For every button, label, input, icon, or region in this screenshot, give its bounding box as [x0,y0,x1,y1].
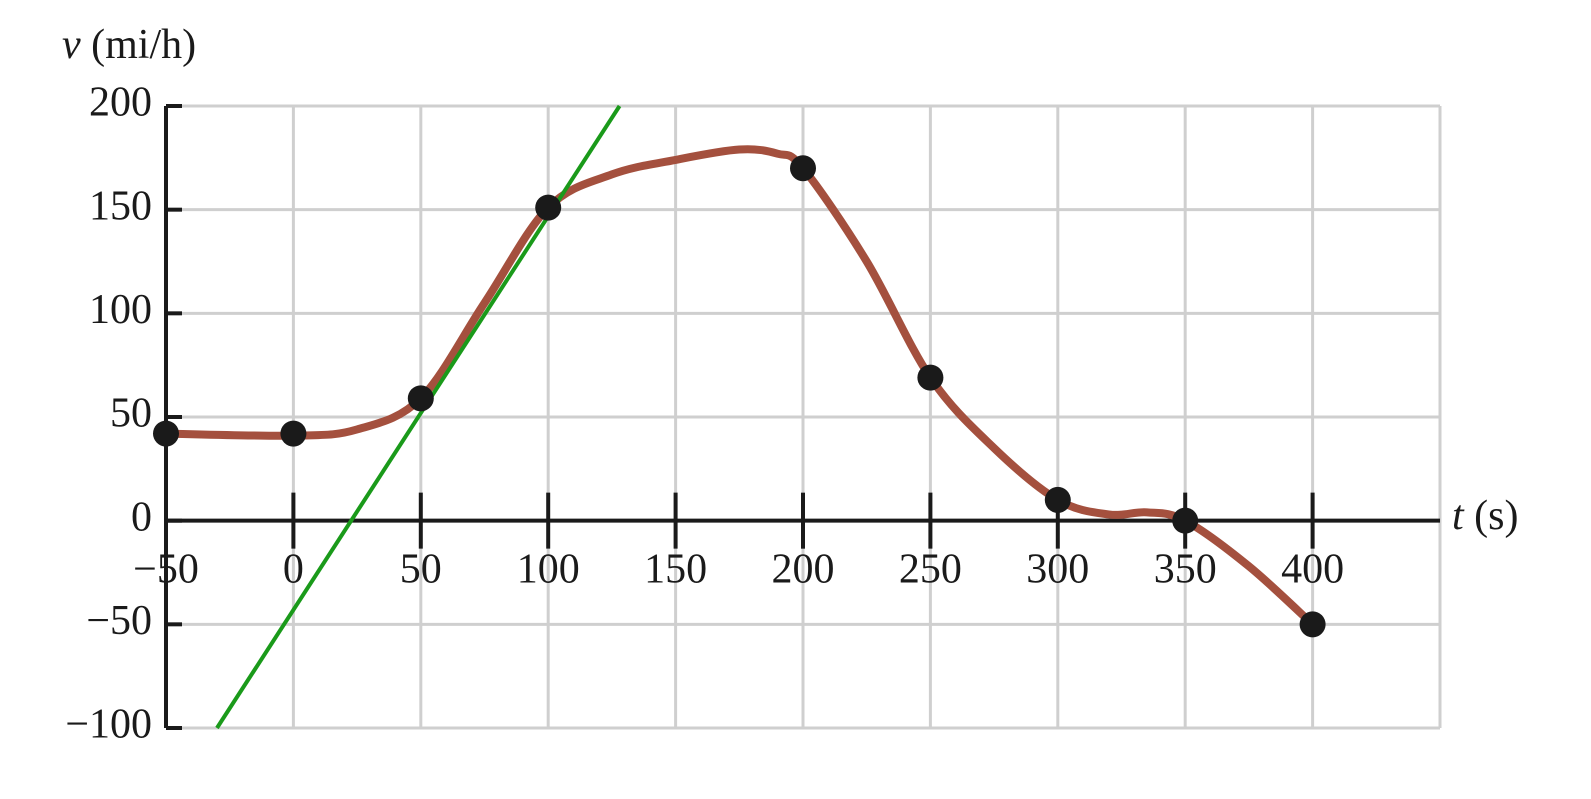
x-tick-label: 200 [772,546,835,592]
x-axis-unit: (s) [1474,493,1518,539]
data-point [917,364,944,391]
y-tick-label: 50 [110,391,152,437]
y-tick-label: −50 [86,598,152,644]
data-point [280,420,307,447]
x-tick-label: 100 [517,546,580,592]
x-tick-label: 50 [400,546,442,592]
y-tick-label: 200 [89,80,152,126]
data-point [1044,486,1071,513]
x-tick-label: 250 [899,546,962,592]
data-point [1172,507,1199,534]
y-tick-label: −100 [65,702,152,748]
y-axis-label: v (mi/h) [62,22,196,68]
y-tick-label: 150 [89,183,152,229]
data-point [407,385,434,412]
x-tick-label: 0 [283,546,304,592]
x-tick-label: 300 [1026,546,1089,592]
data-point [535,194,562,221]
x-tick-label: 350 [1154,546,1217,592]
x-axis-symbol: t [1452,493,1465,539]
y-axis-unit: (mi/h) [91,22,196,68]
x-tick-label: −50 [133,546,199,592]
x-tick-label: 150 [644,546,707,592]
data-point [153,420,179,447]
data-point [1299,611,1326,638]
y-tick-label: 0 [131,494,152,540]
y-axis-symbol: v [62,22,81,68]
x-axis-label: t (s) [1452,493,1519,539]
data-point [790,155,816,182]
x-tick-label: 400 [1281,546,1344,592]
y-tick-label: 100 [89,287,152,333]
velocity-curve [162,145,1317,629]
